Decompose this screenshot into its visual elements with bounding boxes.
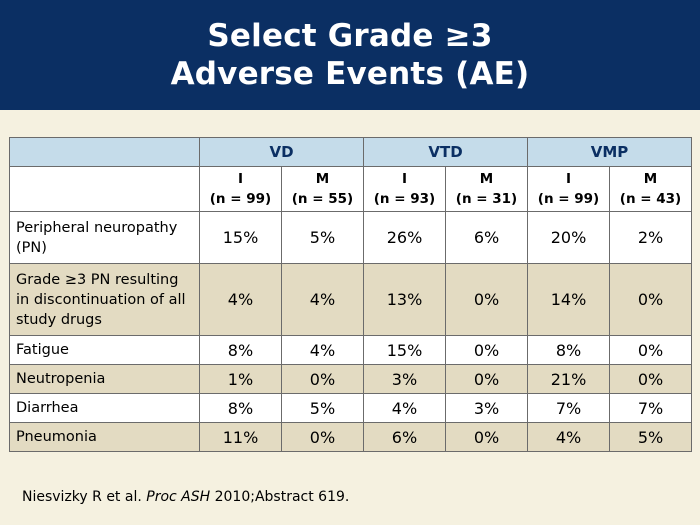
arm-header-cell: I (n = 99)	[527, 166, 611, 212]
table-row: Pneumonia 11% 0% 6% 0% 4% 5%	[9, 422, 693, 452]
corner-cell	[9, 137, 200, 167]
table-cell: 26%	[363, 211, 446, 264]
group-header-row: VD VTD VMP	[9, 137, 693, 167]
table-cell: 4%	[363, 393, 446, 423]
table-cell: 2%	[609, 211, 693, 264]
arm-label: M	[479, 171, 494, 187]
group-header-vmp: VMP	[527, 137, 693, 167]
arm-header-cell: I (n = 99)	[199, 166, 282, 212]
arm-n: (n = 43)	[619, 191, 682, 207]
table-cell: 7%	[609, 393, 693, 423]
citation-authors: Niesvizky R et al.	[22, 489, 147, 505]
arm-header-cell: I (n = 93)	[363, 166, 446, 212]
row-label: Neutropenia	[9, 364, 200, 394]
row-label: Diarrhea	[9, 393, 200, 423]
group-header-vd: VD	[199, 137, 364, 167]
arm-label: I	[401, 171, 408, 187]
table-cell: 0%	[281, 422, 364, 452]
title-banner: Select Grade ≥3 Adverse Events (AE)	[0, 0, 700, 110]
table-cell: 0%	[609, 263, 693, 336]
table-cell: 0%	[444, 335, 529, 365]
subheader-blank-cell	[9, 166, 200, 212]
table-row: Diarrhea 8% 5% 4% 3% 7% 7%	[9, 393, 693, 423]
table-cell: 8%	[527, 335, 611, 365]
table-cell: 6%	[363, 422, 446, 452]
source-citation: Niesvizky R et al. Proc ASH 2010;Abstrac…	[22, 489, 349, 505]
arm-n: (n = 55)	[291, 191, 354, 207]
table-cell: 6%	[444, 211, 529, 264]
adverse-events-table: VD VTD VMP I (n = 99) M (n = 55) I (n = 93)…	[9, 137, 693, 452]
row-label: Peripheral neuropathy (PN)	[9, 211, 200, 264]
table-cell: 21%	[527, 364, 611, 394]
row-label: Grade ≥3 PN resulting in discontinuation…	[9, 263, 200, 336]
table-cell: 13%	[363, 263, 446, 336]
arm-n: (n = 93)	[373, 191, 436, 207]
row-label: Pneumonia	[9, 422, 200, 452]
table-cell: 8%	[199, 335, 282, 365]
table-cell: 0%	[609, 364, 693, 394]
table-cell: 8%	[199, 393, 282, 423]
table-cell: 5%	[281, 211, 364, 264]
table-cell: 0%	[444, 364, 529, 394]
arm-n: (n = 99)	[537, 191, 600, 207]
table-cell: 11%	[199, 422, 282, 452]
table-cell: 4%	[281, 335, 364, 365]
table-cell: 4%	[527, 422, 611, 452]
table-row: Fatigue 8% 4% 15% 0% 8% 0%	[9, 335, 693, 365]
arm-label: M	[643, 171, 658, 187]
table-cell: 3%	[363, 364, 446, 394]
table-cell: 5%	[609, 422, 693, 452]
arm-header-cell: M (n = 55)	[281, 166, 364, 212]
table-cell: 0%	[444, 422, 529, 452]
arm-header-row: I (n = 99) M (n = 55) I (n = 93) M (n = 31) …	[9, 166, 693, 212]
table-cell: 15%	[363, 335, 446, 365]
arm-header-cell: M (n = 31)	[444, 166, 529, 212]
table-cell: 5%	[281, 393, 364, 423]
table-cell: 15%	[199, 211, 282, 264]
table-cell: 4%	[199, 263, 282, 336]
table-cell: 3%	[444, 393, 529, 423]
title-line-1: Select Grade ≥3	[207, 18, 493, 54]
arm-label: M	[315, 171, 330, 187]
table-cell: 14%	[527, 263, 611, 336]
table-cell: 0%	[609, 335, 693, 365]
arm-n: (n = 31)	[455, 191, 518, 207]
table-cell: 0%	[281, 364, 364, 394]
table-row: Grade ≥3 PN resulting in discontinuation…	[9, 263, 693, 336]
group-header-vtd: VTD	[362, 137, 529, 167]
table-cell: 0%	[444, 263, 529, 336]
arm-label: I	[566, 171, 572, 187]
table-cell: 7%	[527, 393, 611, 423]
table-row: Neutropenia 1% 0% 3% 0% 21% 0%	[9, 364, 693, 394]
table-row: Peripheral neuropathy (PN) 15% 5% 26% 6%…	[9, 211, 693, 264]
citation-journal: Proc ASH	[146, 489, 211, 505]
citation-details: 2010;Abstract 619.	[210, 489, 350, 505]
row-label: Fatigue	[9, 335, 200, 365]
table-cell: 20%	[527, 211, 611, 264]
table-cell: 4%	[281, 263, 364, 336]
arm-header-cell: M (n = 43)	[609, 166, 693, 212]
title-line-2: Adverse Events (AE)	[170, 56, 530, 92]
arm-label: I	[237, 171, 244, 187]
arm-n: (n = 99)	[209, 191, 272, 207]
table-cell: 1%	[199, 364, 282, 394]
